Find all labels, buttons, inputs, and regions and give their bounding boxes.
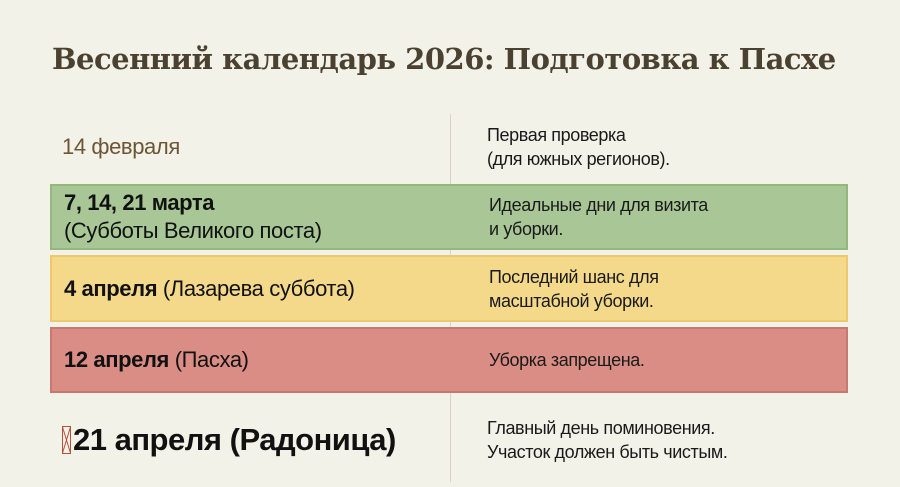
calendar-row-apr12: 12 апреля (Пасха) Уборка запрещена. [50,327,848,393]
calendar-row-march: 7, 14, 21 марта (Субботы Великого поста) … [50,184,848,250]
row-date: 4 апреля [64,275,158,301]
calendar-row-apr4: 4 апреля (Лазарева суббота) Последний ша… [50,255,848,322]
row-desc-line: и уборки. [489,219,563,239]
row-desc-line: Последний шанс для [489,266,659,287]
row-desc-line: Уборка запрещена. [489,350,645,370]
row-desc-line: Участок должен быть чистым. [487,442,728,462]
row-date: 7, 14, 21 марта [64,190,215,215]
row-date-note: (Субботы Великого поста) [64,218,322,243]
row-date: 12 апреля [64,347,169,372]
row-date: 14 февраля [62,134,180,159]
row-desc-line: масштабной уборки. [489,290,654,311]
row-desc-line: Главный день поминовения. [487,418,715,438]
page-title: Весенний календарь 2026: Подготовка к Па… [52,42,836,76]
row-date-note: (Пасха) [169,347,249,372]
row-desc-line: (для южных регионов). [487,149,670,169]
row-desc-line: Идеальные дни для визита [489,195,708,215]
row-date: 21 апреля (Радоница) [73,422,396,457]
calendar-row-feb14: 14 февраля Первая проверка (для южных рег… [50,114,848,180]
row-desc-line: Первая проверка [487,125,626,145]
calendar-row-apr21: 21 апреля (Радоница) Главный день помино… [50,400,848,480]
row-date-note: (Лазарева суббота) [157,275,355,301]
missing-glyph-icon [62,426,71,454]
